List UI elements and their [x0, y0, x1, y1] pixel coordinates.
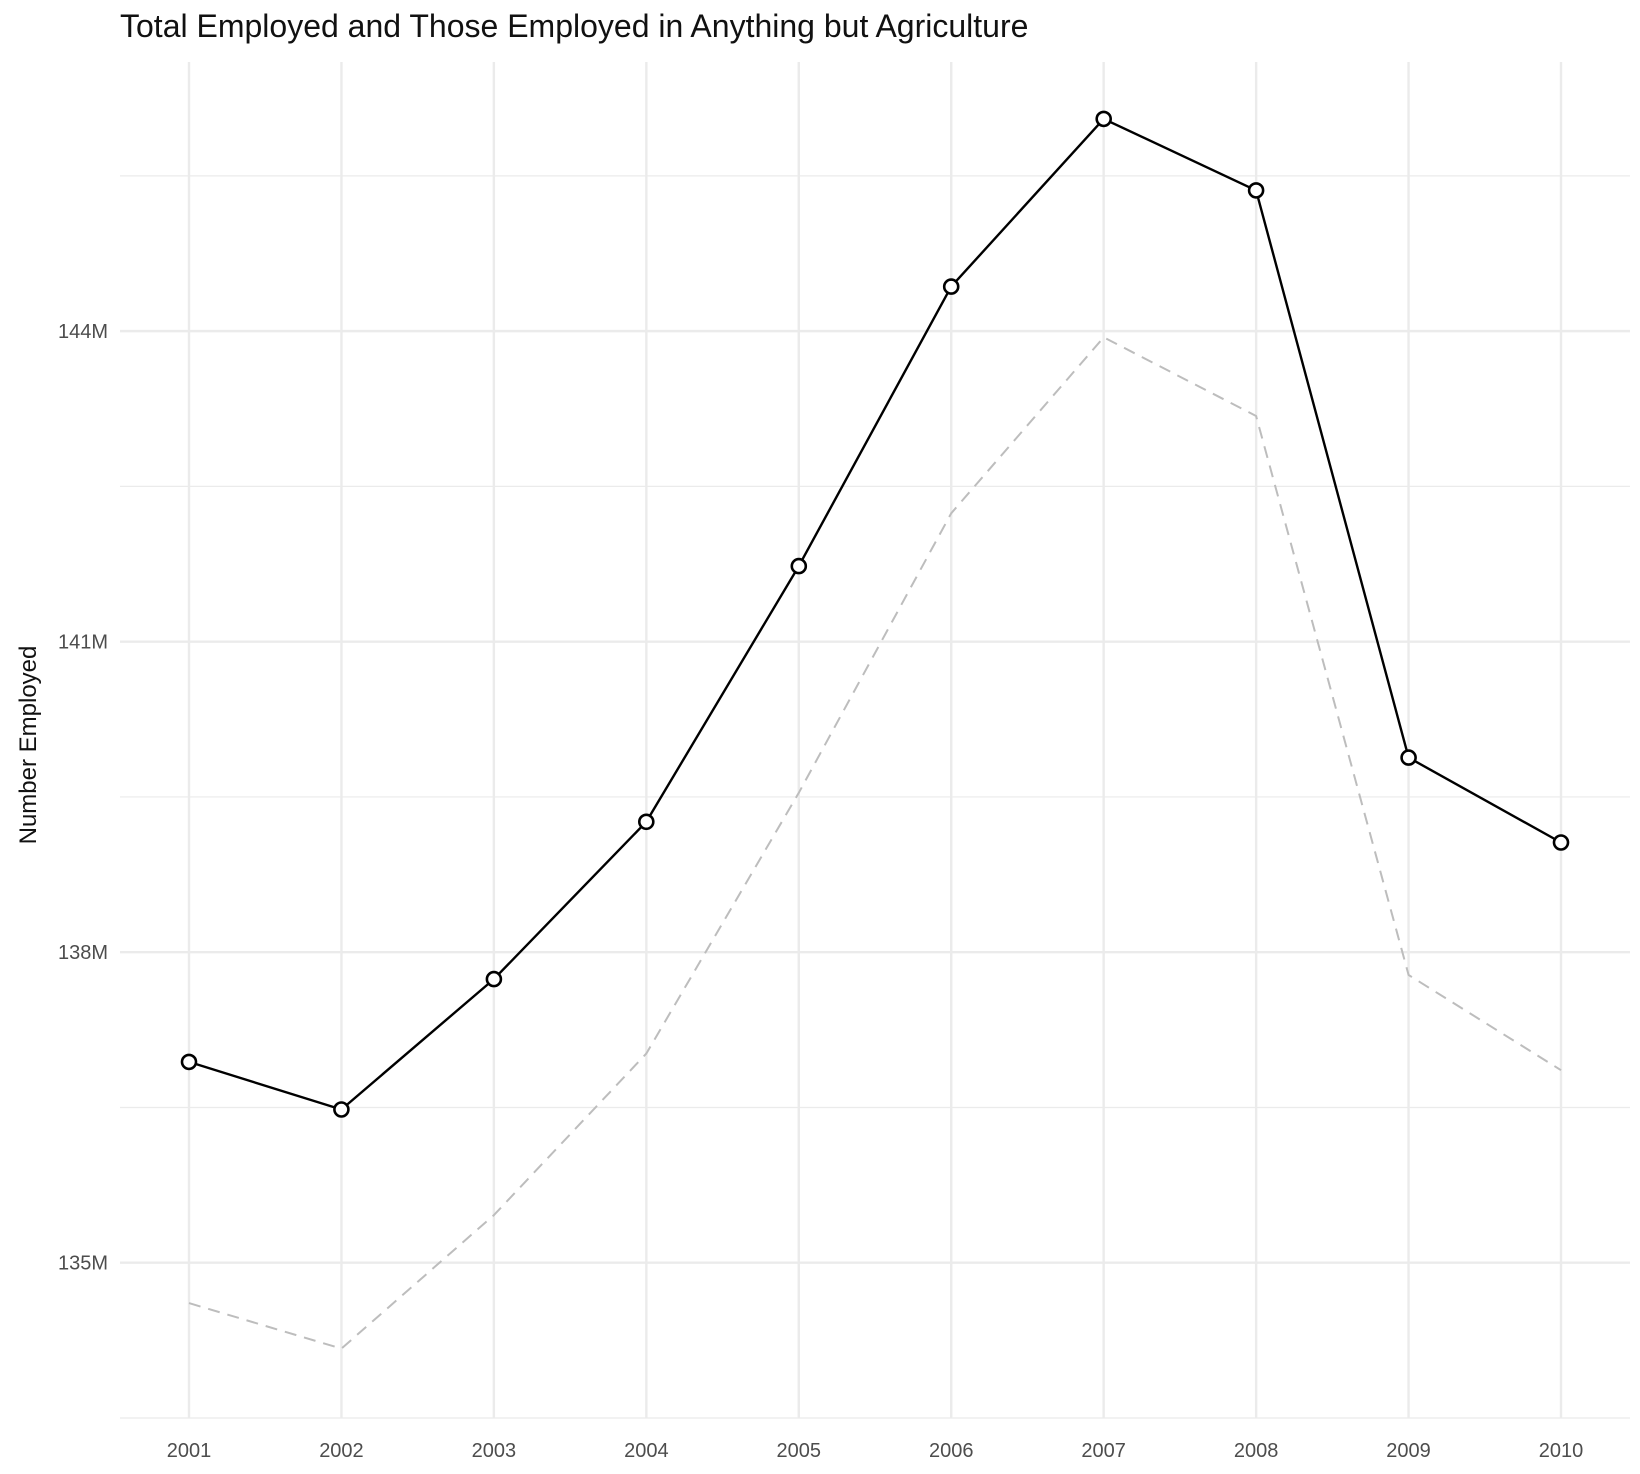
x-tick-label: 2002: [319, 1440, 364, 1462]
axis-labels: Number Employed 135M 138M 141M 144M 2001 2002…: [15, 321, 1583, 1462]
x-tick-label: 2004: [624, 1440, 669, 1462]
data-point: [1247, 182, 1265, 199]
x-tick-label: 2008: [1234, 1440, 1279, 1462]
data-point: [485, 970, 503, 988]
x-tick-label: 2001: [167, 1440, 212, 1462]
x-tick-label: 2007: [1081, 1440, 1126, 1462]
x-tick-label: 2006: [929, 1440, 974, 1462]
x-tick-label: 2005: [777, 1440, 822, 1462]
y-tick-label: 141M: [58, 632, 108, 654]
data-point: [1552, 834, 1570, 851]
y-axis-title: Number Employed: [15, 646, 42, 845]
x-tick-label: 2010: [1539, 1440, 1584, 1462]
x-tick-label: 2009: [1386, 1440, 1431, 1462]
data-point: [942, 278, 960, 295]
data-point: [790, 557, 808, 575]
x-tick-label: 2003: [472, 1440, 517, 1462]
series-line-dashed: [188, 336, 1562, 1350]
series-lines: [188, 117, 1562, 1350]
y-tick-label: 144M: [58, 321, 108, 343]
y-tick-label: 138M: [58, 942, 108, 964]
data-point: [180, 1053, 198, 1071]
data-point: [1400, 749, 1417, 766]
data-points: [180, 110, 1570, 1118]
grid-lines: [120, 62, 1630, 1419]
data-point: [333, 1101, 350, 1118]
series-line-solid: [188, 117, 1562, 1111]
chart-title: Total Employed and Those Employed in Any…: [120, 8, 1029, 44]
data-point: [1095, 110, 1112, 128]
data-point: [637, 813, 655, 831]
y-tick-label: 135M: [58, 1253, 108, 1275]
